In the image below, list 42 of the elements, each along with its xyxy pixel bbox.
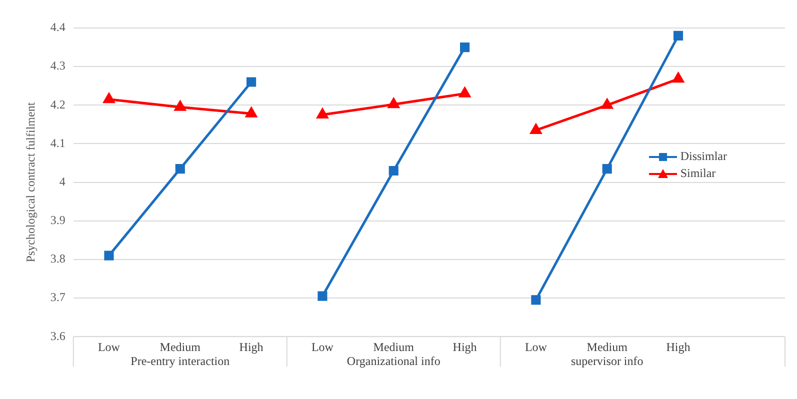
y-tick-label: 4.1: [50, 136, 66, 150]
point: [318, 291, 328, 301]
y-tick-label: 4: [59, 174, 66, 188]
y-tick-label: 3.8: [50, 252, 66, 266]
x-tick-label: Medium: [373, 340, 415, 354]
point: [673, 30, 684, 40]
point: [672, 72, 684, 83]
y-tick-label: 3.7: [50, 290, 66, 304]
point: [459, 87, 470, 98]
point: [246, 77, 256, 87]
x-tick-label: Medium: [160, 340, 202, 354]
text: supervisor info: [570, 354, 644, 368]
text: Pre-entry interaction: [130, 354, 230, 368]
y-axis-title: Psychological contract fulfilment: [23, 102, 38, 262]
x-tick-label: Medium: [586, 340, 628, 354]
x-tick-label: Low: [311, 340, 334, 354]
point: [316, 108, 328, 119]
point: [530, 124, 542, 134]
point: [103, 93, 115, 104]
point: [602, 164, 612, 174]
legend-label: Dissimlar: [680, 148, 727, 165]
point: [175, 164, 185, 174]
point: [246, 107, 257, 118]
x-tick-label: High: [452, 340, 477, 354]
point: [174, 100, 186, 111]
point: [531, 295, 541, 305]
x-tick-label: High: [239, 340, 264, 354]
y-tick-label: 3.6: [50, 328, 66, 343]
y-tick-label: 4.4: [50, 20, 66, 34]
point: [460, 42, 470, 52]
legend-label: Similar: [680, 165, 716, 182]
x-tick-label: Low: [98, 340, 120, 354]
y-tick-label: 4.3: [50, 58, 66, 73]
x-tick-label: High: [666, 340, 690, 354]
point: [388, 166, 398, 176]
text: Organizational info: [346, 354, 440, 368]
y-tick-label: 3.9: [50, 213, 66, 228]
point: [388, 98, 400, 108]
point: [104, 250, 114, 260]
y-tick-label: 4.2: [50, 97, 66, 112]
x-tick-label: Low: [524, 340, 548, 354]
point: [602, 98, 613, 109]
